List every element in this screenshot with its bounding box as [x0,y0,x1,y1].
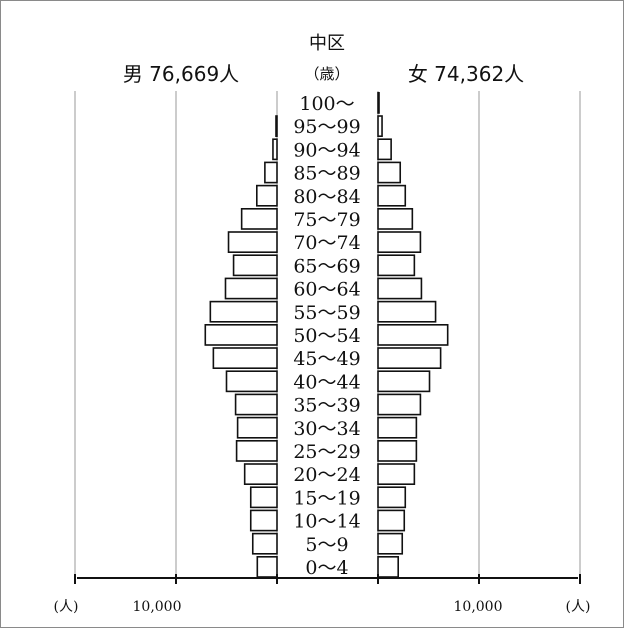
age-label-20: 100～ [299,93,354,115]
x-tick-right-10000: 10,000 [454,599,503,615]
female-bar-14 [377,231,422,254]
female-bar-17 [377,161,402,184]
female-bar-11 [377,300,437,323]
male-bar-8 [225,370,278,393]
male-bar-17 [264,161,278,184]
male-bar-12 [224,277,278,300]
age-labels: 0～45～910～1415～1920～2425～2930～3435～3940～4… [293,93,360,579]
female-bar-7 [377,393,422,416]
age-label-6: 30～34 [293,418,360,440]
male-bar-19 [275,115,278,138]
age-label-8: 40～44 [293,371,360,393]
age-label-13: 65～69 [293,255,360,277]
age-label-7: 35～39 [293,395,360,417]
age-label-1: 5～9 [305,534,348,556]
bars [204,92,449,578]
female-bar-20 [377,92,380,114]
age-label-18: 90～94 [293,139,360,161]
male-bar-10 [204,323,278,346]
female-bar-0 [377,555,400,578]
female-bar-16 [377,184,407,207]
female-bar-12 [377,277,423,300]
female-bar-13 [377,254,416,277]
male-bar-18 [272,138,278,161]
x-tick-left-10000: 10,000 [133,599,182,615]
female-bar-4 [377,463,416,486]
female-total: 女 74,362人 [408,62,524,86]
age-label-19: 95～99 [293,116,360,138]
male-bar-6 [236,416,278,439]
male-bar-13 [232,254,278,277]
female-bar-9 [377,347,442,370]
male-bar-7 [234,393,278,416]
female-bar-1 [377,532,404,555]
age-label-16: 80～84 [293,186,360,208]
x-unit-left: (人) [54,599,79,615]
age-label-0: 0～4 [305,557,348,579]
age-label-2: 10～14 [293,511,360,533]
male-bar-0 [256,555,278,578]
age-label-5: 25～29 [293,441,360,463]
age-label-10: 50～54 [293,325,360,347]
male-bar-1 [251,532,278,555]
male-bar-16 [256,184,278,207]
male-bar-9 [212,347,278,370]
age-label-9: 45～49 [293,348,360,370]
female-bar-15 [377,208,414,230]
female-bar-3 [377,486,407,509]
x-axis [74,574,581,584]
female-bar-5 [377,439,418,462]
female-bar-19 [377,115,383,138]
female-bar-8 [377,370,431,393]
female-bar-6 [377,416,418,439]
male-bar-15 [240,208,278,230]
age-label-17: 85～89 [293,163,360,185]
age-unit-label: （歳） [304,65,349,83]
male-bar-5 [235,439,278,462]
age-label-4: 20～24 [293,464,360,486]
age-label-14: 70～74 [293,232,360,254]
age-label-3: 15～19 [293,487,360,509]
female-bar-2 [377,509,406,532]
female-bar-10 [377,323,449,346]
chart-title: 中区 [309,33,345,54]
male-bar-14 [227,231,278,254]
male-bar-3 [249,486,278,509]
age-label-12: 60～64 [293,279,360,301]
age-label-11: 55～59 [293,302,360,324]
x-unit-right: (人) [566,599,591,615]
male-bar-11 [209,300,278,323]
male-bar-2 [249,509,278,532]
male-total: 男 76,669人 [123,62,239,86]
male-bar-4 [243,463,278,486]
female-bar-18 [377,138,392,161]
age-label-15: 75～79 [293,209,360,231]
